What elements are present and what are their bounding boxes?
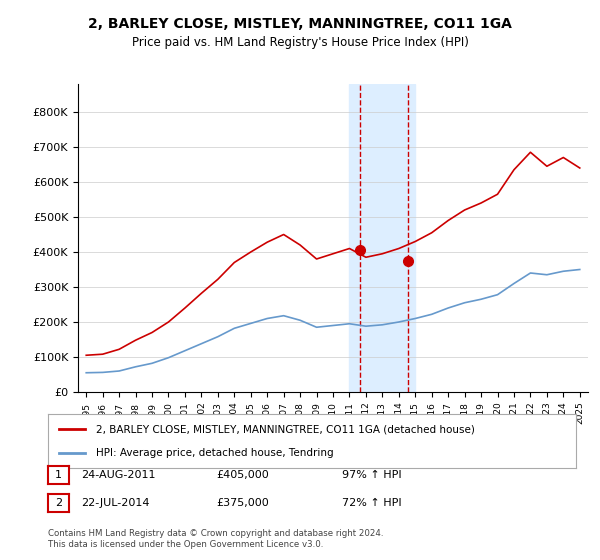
- Text: HPI: Average price, detached house, Tendring: HPI: Average price, detached house, Tend…: [95, 447, 333, 458]
- Text: 72% ↑ HPI: 72% ↑ HPI: [342, 498, 401, 508]
- Text: 2: 2: [55, 498, 62, 508]
- Text: £405,000: £405,000: [216, 470, 269, 480]
- Text: 2, BARLEY CLOSE, MISTLEY, MANNINGTREE, CO11 1GA (detached house): 2, BARLEY CLOSE, MISTLEY, MANNINGTREE, C…: [95, 424, 475, 435]
- Text: £375,000: £375,000: [216, 498, 269, 508]
- Text: Contains HM Land Registry data © Crown copyright and database right 2024.
This d: Contains HM Land Registry data © Crown c…: [48, 529, 383, 549]
- Text: Price paid vs. HM Land Registry's House Price Index (HPI): Price paid vs. HM Land Registry's House …: [131, 36, 469, 49]
- Text: 24-AUG-2011: 24-AUG-2011: [81, 470, 155, 480]
- Bar: [349, 84, 415, 392]
- Text: 1: 1: [55, 470, 62, 480]
- Text: 22-JUL-2014: 22-JUL-2014: [81, 498, 149, 508]
- Text: 2, BARLEY CLOSE, MISTLEY, MANNINGTREE, CO11 1GA: 2, BARLEY CLOSE, MISTLEY, MANNINGTREE, C…: [88, 17, 512, 31]
- Text: 97% ↑ HPI: 97% ↑ HPI: [342, 470, 401, 480]
